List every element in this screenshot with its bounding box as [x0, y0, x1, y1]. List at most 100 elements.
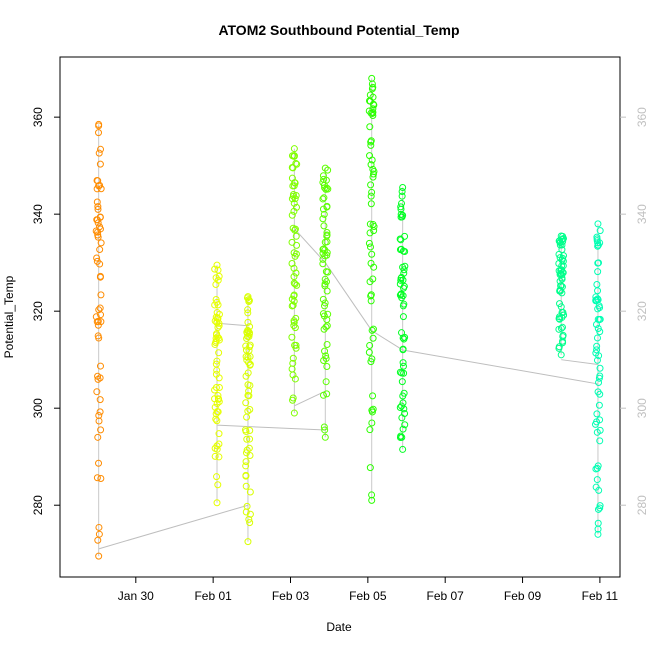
data-point	[243, 413, 251, 421]
data-point	[366, 220, 374, 228]
data-point	[555, 325, 563, 333]
data-point	[596, 502, 604, 510]
profiles	[92, 74, 604, 560]
data-point	[244, 538, 252, 546]
data-point	[365, 107, 373, 115]
data-point	[320, 302, 328, 310]
data-point	[367, 192, 375, 200]
data-point	[95, 306, 103, 314]
data-point	[368, 406, 376, 414]
x-tick-label: Feb 09	[504, 589, 542, 603]
data-point	[244, 333, 252, 341]
data-point	[288, 211, 296, 219]
data-point	[96, 181, 104, 189]
data-point	[559, 333, 567, 341]
data-point	[95, 530, 103, 538]
data-point	[293, 160, 301, 168]
data-point	[368, 355, 376, 363]
data-point	[367, 137, 375, 145]
data-point	[289, 224, 297, 232]
y-tick-label-right: 280	[635, 495, 649, 515]
data-point	[291, 252, 299, 260]
data-point	[96, 160, 104, 168]
data-point	[595, 379, 603, 387]
data-point	[396, 403, 404, 411]
data-point	[368, 188, 376, 196]
data-point	[215, 322, 223, 330]
data-point	[323, 184, 331, 192]
y-tick-label: 360	[31, 107, 45, 127]
data-point	[558, 289, 566, 297]
data-point	[215, 440, 223, 448]
data-point	[323, 229, 331, 237]
data-point	[592, 483, 600, 491]
data-point	[367, 141, 375, 149]
data-point	[246, 360, 254, 368]
data-point	[96, 362, 104, 370]
data-point	[246, 406, 254, 414]
data-point	[215, 453, 223, 461]
data-point	[320, 222, 328, 230]
data-point	[596, 437, 604, 445]
data-point	[292, 269, 300, 277]
data-point	[398, 378, 406, 386]
data-point	[594, 220, 602, 228]
data-point	[596, 372, 604, 380]
data-point	[213, 417, 221, 425]
data-point	[97, 474, 105, 482]
data-point	[212, 415, 220, 423]
data-point	[212, 337, 220, 345]
data-point	[368, 419, 376, 427]
data-point	[319, 391, 327, 399]
data-point	[290, 145, 298, 153]
data-point	[321, 246, 329, 254]
data-point	[289, 164, 297, 172]
data-point	[290, 322, 298, 330]
data-point	[366, 229, 374, 237]
data-point	[559, 323, 567, 331]
data-point	[92, 227, 100, 235]
connector-line	[371, 330, 403, 351]
data-point	[214, 276, 222, 284]
data-point	[94, 536, 102, 544]
data-point	[399, 292, 407, 300]
data-point	[211, 452, 219, 460]
data-point	[290, 317, 298, 325]
data-point	[323, 232, 331, 240]
data-point	[244, 309, 252, 317]
y-tick-label: 300	[31, 398, 45, 418]
data-point	[370, 227, 378, 235]
data-point	[593, 476, 601, 484]
data-point	[555, 250, 563, 258]
data-point	[321, 433, 329, 441]
data-point	[320, 423, 328, 431]
axes: Jan 30 Feb 01 Feb 03 Feb 05 Feb 07 Feb 09 Feb …	[31, 56, 649, 603]
data-point	[95, 120, 103, 128]
profile-1	[92, 120, 105, 560]
data-point	[95, 149, 103, 157]
data-point	[319, 215, 327, 223]
data-point	[290, 279, 298, 287]
data-point	[241, 426, 249, 434]
connector-line	[293, 228, 326, 264]
data-point	[593, 334, 601, 342]
data-point	[288, 238, 296, 246]
data-point	[211, 265, 219, 273]
data-point	[401, 421, 409, 429]
data-point	[594, 525, 602, 533]
data-point	[96, 246, 104, 254]
data-point	[290, 297, 298, 305]
data-point	[214, 395, 222, 403]
data-point	[244, 381, 252, 389]
data-point	[399, 359, 407, 367]
data-point	[320, 325, 328, 333]
data-point	[93, 254, 101, 262]
data-point	[323, 390, 331, 398]
profile-4	[288, 145, 301, 417]
data-point	[558, 314, 566, 322]
data-point	[367, 181, 375, 189]
data-point	[593, 346, 601, 354]
connector-line	[216, 424, 326, 431]
data-point	[397, 236, 405, 244]
data-point	[556, 277, 564, 285]
